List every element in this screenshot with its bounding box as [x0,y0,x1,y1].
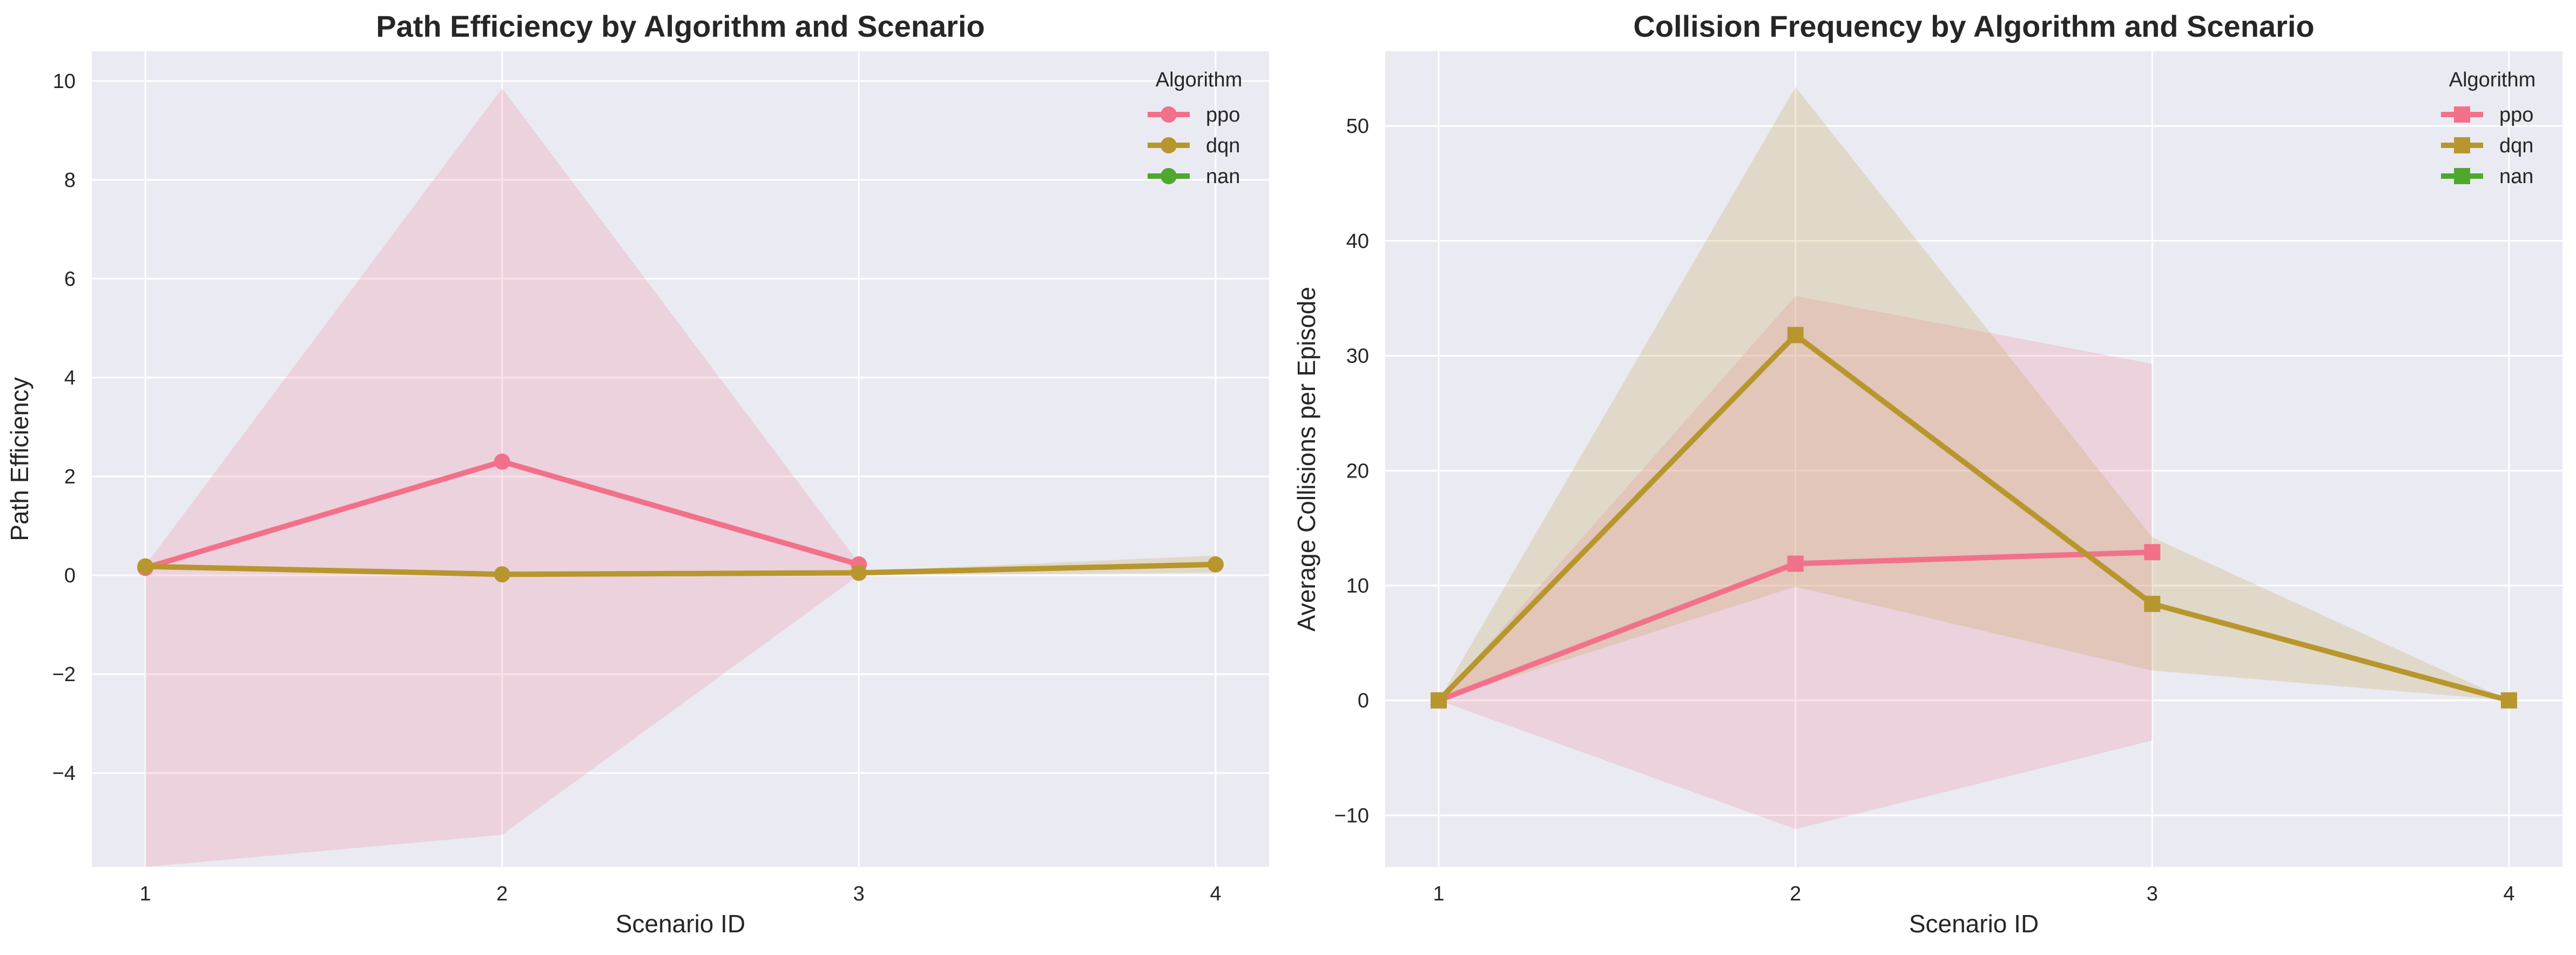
y-axis-label: Average Collisions per Episode [1292,287,1320,631]
y-tick-label: 2 [64,466,76,488]
y-tick-label: 40 [1346,230,1369,253]
data-point-dqn [2144,595,2161,612]
data-point-dqn [1207,556,1224,573]
y-tick-label: 0 [64,564,76,587]
legend-label: ppo [1206,104,1240,126]
data-point-ppo [2144,544,2161,561]
legend: Algorithm ppo dqn nan [1148,69,1242,188]
confidence-band-ppo [145,88,859,867]
legend-marker-dqn [1161,137,1177,153]
y-tick-label: 8 [64,169,76,192]
plot-marks [137,88,1224,867]
series-line-dqn [143,561,1218,577]
legend-item-ppo: ppo [2441,104,2533,126]
x-tick-label: 4 [2503,883,2514,905]
legend-marker-dqn [2454,137,2470,153]
data-point-ppo [494,453,510,470]
y-tick-label: −10 [1334,804,1369,827]
plot-area [92,51,1269,867]
legend: Algorithm ppo dqn nan [2441,69,2535,188]
path-efficiency-chart: 1 2 3 4 −4 −2 0 2 4 6 8 10 Path Efficiency by Algori… [5,9,1269,938]
legend-item-nan: nan [1148,165,1240,188]
x-tick-label: 2 [496,883,508,905]
legend-title: Algorithm [1156,69,1243,91]
legend-marker-nan [1161,168,1177,184]
y-tick-label: 50 [1346,115,1369,138]
legend-marker-ppo [1161,106,1177,123]
y-tick-label: −4 [52,762,76,785]
plot-area [1385,51,2562,867]
y-tick-label: 4 [64,367,76,389]
x-tick-label: 4 [1210,883,1221,905]
data-point-dqn [137,558,154,575]
y-tick-label: 20 [1346,460,1369,482]
y-tick-label: 30 [1346,345,1369,368]
y-axis-label: Path Efficiency [5,377,33,541]
y-tick-label: −2 [52,663,76,686]
legend-item-dqn: dqn [2441,134,2533,157]
data-point-ppo [1787,555,1804,572]
y-tick-label: 6 [64,268,76,291]
x-tick-label: 3 [2147,883,2158,905]
x-tick-label: 1 [1433,883,1445,905]
x-tick-label: 1 [140,883,151,905]
data-point-dqn [1787,327,1804,344]
data-point-dqn [2500,692,2517,709]
x-axis-label: Scenario ID [616,910,745,938]
legend-label: nan [1206,165,1240,188]
x-tick-label: 3 [853,883,865,905]
legend-label: dqn [1206,134,1240,157]
legend-marker-nan [2454,168,2470,184]
legend-item-dqn: dqn [1148,134,1240,157]
legend-item-ppo: ppo [1148,104,1240,126]
legend-item-nan: nan [2441,165,2533,188]
data-point-dqn [494,566,510,583]
confidence-band-dqn [1439,86,2509,701]
collision-frequency-chart: 1 2 3 4 −10 0 10 20 30 40 50 Collision Frequency by… [1292,9,2562,938]
x-axis-label: Scenario ID [1909,910,2039,938]
legend-marker-ppo [2454,106,2470,123]
series-line-dqn [1436,332,2512,703]
data-point-dqn [1431,692,1447,709]
x-tick-label: 2 [1790,883,1801,905]
chart-title: Collision Frequency by Algorithm and Sce… [1633,9,2314,43]
data-point-dqn [851,564,867,581]
legend-title: Algorithm [2449,69,2536,91]
plot-marks [1431,86,2517,829]
legend-label: nan [2499,165,2533,188]
chart-title: Path Efficiency by Algorithm and Scenari… [376,9,985,43]
y-tick-label: 0 [1358,690,1369,712]
y-tick-label: 10 [53,70,76,93]
legend-label: dqn [2499,134,2533,157]
legend-label: ppo [2499,104,2533,126]
y-tick-label: 10 [1346,575,1369,597]
